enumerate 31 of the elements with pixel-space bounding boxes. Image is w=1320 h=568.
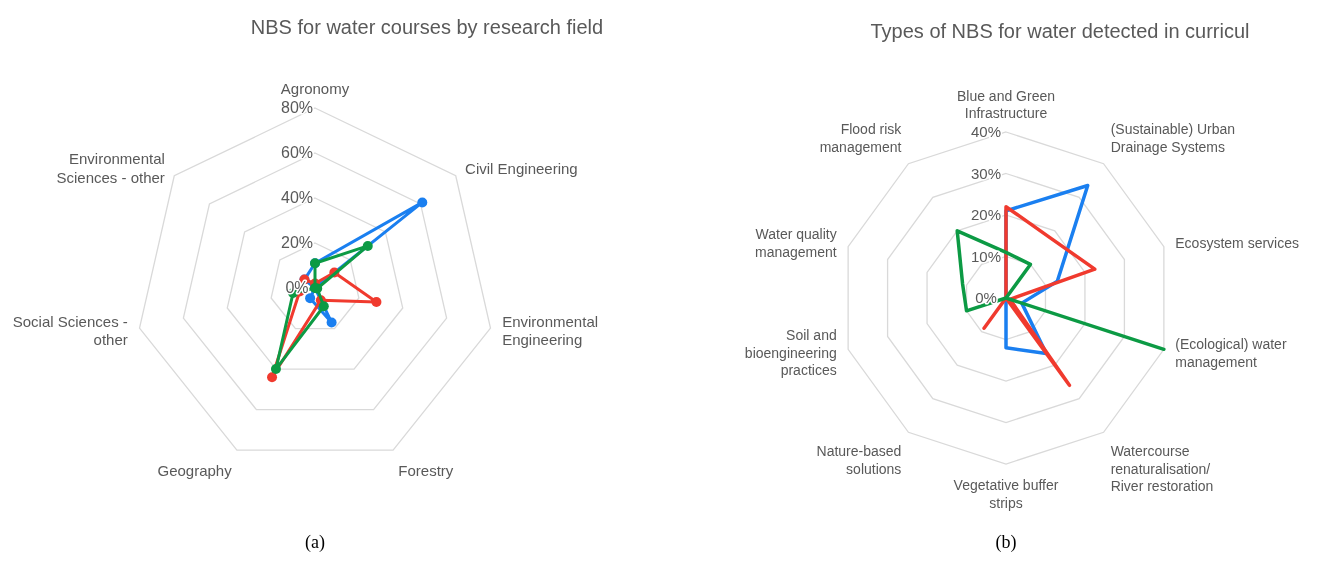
spoke-label: Forestry [398, 461, 454, 479]
text: (a) [305, 532, 325, 553]
chart-title: Types of NBS for water detected in curricul [870, 20, 1250, 42]
y-tick-label: 40% [280, 189, 314, 206]
spoke-label: Vegetative buffer strips [953, 477, 1059, 511]
spoke-label: Nature-based solutions [816, 443, 902, 477]
spoke-label: Environmental Sciences - other [56, 150, 165, 186]
spoke-label: Agronomy [280, 80, 350, 97]
spoke-label: (Ecological) water management [1175, 336, 1287, 370]
y-tick-label: 80% [280, 99, 314, 116]
text: (b) [995, 532, 1017, 553]
spoke-label: Environmental Engineering [502, 312, 599, 349]
y-tick-label: 20% [280, 234, 314, 251]
spoke-label: Ecosystem services [1175, 234, 1299, 251]
spoke-label: Blue and Green Infrastructure [956, 87, 1056, 121]
spoke-label: Flood risk management [819, 121, 903, 155]
spoke-label: (Sustainable) Urban Drainage Systems [1110, 121, 1236, 155]
spoke-label: Social Sciences - other [12, 312, 128, 349]
y-tick-label: 0% [285, 279, 309, 296]
y-tick-label: 0% [975, 289, 997, 306]
y-tick-label: 60% [280, 144, 314, 161]
spoke-label: Watercourse renaturalisation/ River restoration [1110, 443, 1214, 495]
spoke-label: Soil and bioengineering practices [744, 327, 837, 379]
chart-title: NBS for water courses by research field [250, 16, 604, 38]
spoke-label: Water quality management [754, 226, 837, 260]
spoke-label: Geography [157, 461, 233, 479]
y-tick-label: 10% [970, 247, 1002, 265]
y-tick-label: 20% [970, 206, 1002, 223]
y-tick-label: 30% [970, 164, 1002, 182]
y-tick-label: 40% [970, 123, 1002, 140]
spoke-label: Civil Engineering [465, 159, 578, 177]
